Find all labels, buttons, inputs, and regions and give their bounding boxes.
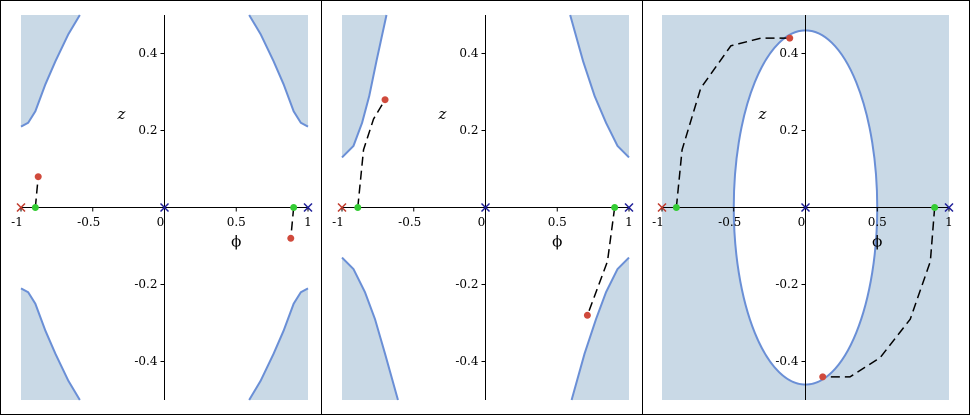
fixed-point xyxy=(624,202,634,213)
cross-stroke xyxy=(16,202,26,213)
end-point xyxy=(583,311,591,319)
fixed-point xyxy=(16,202,26,213)
boundary-curve xyxy=(20,287,81,401)
trajectory xyxy=(675,37,936,378)
panel: -1 -0.5 0 0.5 1 -0.4 -0.2 0.2 0.4 ϕ z xyxy=(332,14,634,401)
y-tick-label: 0.2 xyxy=(459,123,478,137)
y-tick-label: -0.4 xyxy=(134,354,158,368)
x-tick-label: 0 xyxy=(798,215,806,229)
x-tick-label: 0 xyxy=(478,215,486,229)
cross-stroke xyxy=(944,202,954,213)
fixed-point xyxy=(657,202,667,213)
shaded-region xyxy=(570,15,629,158)
boundary-curve xyxy=(248,287,309,401)
x-tick-label: -1 xyxy=(652,215,664,229)
shaded-region xyxy=(662,15,949,400)
y-tick-label: -0.4 xyxy=(455,354,479,368)
fixed-point xyxy=(303,202,313,213)
start-point xyxy=(290,204,298,211)
trajectory xyxy=(34,176,295,239)
start-point xyxy=(672,204,680,211)
start-point xyxy=(611,204,619,211)
x-tick-label: 0.5 xyxy=(227,215,246,229)
fixed-point xyxy=(159,202,170,213)
x-tick-label: 1 xyxy=(945,215,953,229)
end-point xyxy=(819,373,827,381)
cross-stroke xyxy=(303,202,313,213)
y-tick-label: -0.2 xyxy=(134,277,157,291)
end-point xyxy=(34,173,42,181)
end-point xyxy=(287,234,295,242)
x-tick-label: -0.5 xyxy=(718,215,741,229)
cross-stroke xyxy=(657,202,667,213)
shaded-region xyxy=(342,257,398,400)
x-axis-label: ϕ xyxy=(552,233,562,251)
boundary-curve xyxy=(341,14,388,159)
x-axis-label: ϕ xyxy=(872,233,882,251)
panel: -1 -0.5 0 0.5 1 -0.4 -0.2 0.2 0.4 ϕ z xyxy=(652,15,954,400)
y-tick-label: 0.4 xyxy=(138,46,157,60)
start-point xyxy=(31,204,39,211)
shaded-region xyxy=(571,257,629,400)
fixed-point xyxy=(800,202,811,213)
y-axis-label: z xyxy=(438,105,447,123)
boundary-curve xyxy=(341,256,399,401)
x-tick-label: 0.5 xyxy=(868,215,887,229)
x-tick-label: -0.5 xyxy=(398,215,421,229)
y-tick-label: 0.2 xyxy=(138,123,157,137)
x-tick-label: -0.5 xyxy=(77,215,100,229)
y-tick-label: 0.4 xyxy=(459,46,478,60)
cross-stroke xyxy=(159,202,170,213)
fixed-point xyxy=(337,202,347,213)
cross-stroke xyxy=(624,202,634,213)
y-tick-label: -0.2 xyxy=(775,277,798,291)
fixed-point xyxy=(480,202,491,213)
cross-stroke xyxy=(337,202,347,213)
end-point xyxy=(786,34,794,42)
y-tick-label: 0.2 xyxy=(779,123,798,137)
x-tick-label: 1 xyxy=(304,215,312,229)
y-tick-label: -0.2 xyxy=(455,277,478,291)
y-axis-label: z xyxy=(758,105,767,123)
boundary-curve xyxy=(570,256,630,401)
boundary-curve xyxy=(20,14,81,128)
x-tick-label: -1 xyxy=(332,215,344,229)
start-point xyxy=(354,204,362,211)
x-tick-label: 0.5 xyxy=(548,215,567,229)
cross-stroke xyxy=(480,202,491,213)
fixed-point xyxy=(944,202,954,213)
cross-stroke xyxy=(800,202,811,213)
x-tick-label: -1 xyxy=(11,215,23,229)
x-tick-label: 1 xyxy=(625,215,633,229)
shaded-region xyxy=(342,15,387,158)
trajectory xyxy=(357,99,616,316)
y-axis-label: z xyxy=(117,105,126,123)
y-tick-label: -0.4 xyxy=(775,354,799,368)
x-axis-label: ϕ xyxy=(231,233,241,251)
start-point xyxy=(931,204,939,211)
end-point xyxy=(381,96,389,104)
boundary-curve xyxy=(248,14,309,128)
x-tick-label: 0 xyxy=(157,215,165,229)
panel: -1 -0.5 0 0.5 1 -0.4 -0.2 0.2 0.4 ϕ z xyxy=(11,14,313,401)
boundary-curve xyxy=(569,14,630,159)
y-tick-label: 0.4 xyxy=(779,46,798,60)
